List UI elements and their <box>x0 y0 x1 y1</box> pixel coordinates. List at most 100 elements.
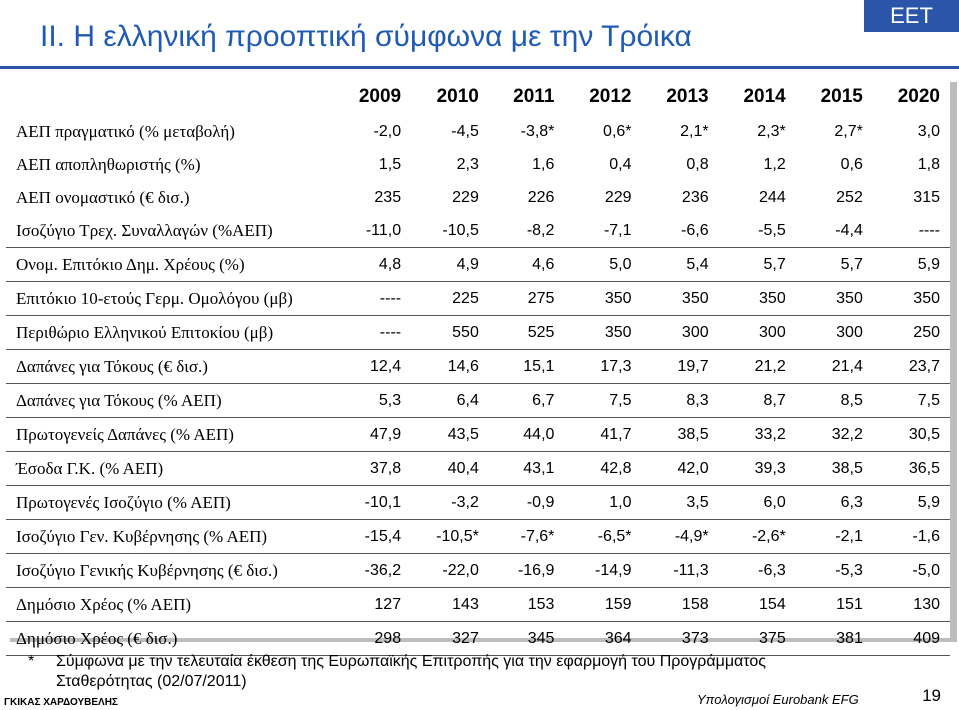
table-cell: 143 <box>411 587 489 622</box>
table-cell: -5,5 <box>718 214 796 248</box>
table-cell: -2,0 <box>373 122 402 140</box>
table-cell: 1,6 <box>532 155 555 173</box>
table-cell: 0,8 <box>686 155 709 173</box>
year-header: 2015 <box>820 85 863 107</box>
table-cell: -15,4 <box>334 519 412 554</box>
table-cell: 32,2 <box>795 417 873 452</box>
table-cell: 373 <box>641 621 719 656</box>
row-label: Δημόσιο Χρέος (€ δισ.) <box>6 621 334 656</box>
table-cell: 8,5 <box>795 383 873 418</box>
table-header-row: 2009 2010 2011 2012 2013 2014 2015 2020 <box>6 78 950 115</box>
table-cell: 525 <box>488 315 565 350</box>
table-row: ΑΕΠ πραγματικό (% μεταβολή) -2,0 -4,5 -3,8*… <box>6 115 950 148</box>
header-divider <box>0 66 959 69</box>
table-cell: 5,9 <box>872 485 950 520</box>
row-label: Δημόσιο Χρέος (% ΑΕΠ) <box>6 587 334 622</box>
table-cell: 350 <box>795 281 873 316</box>
table-cell: -8,2 <box>488 214 565 248</box>
table-cell: 350 <box>564 315 642 350</box>
row-label: Πρωτογενές Ισοζύγιο (% ΑΕΠ) <box>6 485 334 520</box>
table-row: Ισοζύγιο Τρεχ. Συναλλαγών (%ΑΕΠ) -11,0 -10… <box>6 214 950 248</box>
table-cell: 5,7 <box>795 247 873 282</box>
table-cell: 0,4 <box>609 155 632 173</box>
table-cell: 38,5 <box>641 417 719 452</box>
table-cell: 350 <box>564 281 642 316</box>
row-label: Περιθώριο Ελληνικού Επιτοκίου (μβ) <box>6 315 334 350</box>
table-cell: 5,9 <box>872 247 950 282</box>
table-cell: -10,5 <box>411 214 489 248</box>
table-cell: -16,9 <box>488 553 565 588</box>
table-cell: 44,0 <box>488 417 565 452</box>
table-cell: 6,0 <box>718 485 796 520</box>
table-cell: 127 <box>334 587 412 622</box>
table-cell: 154 <box>718 587 796 622</box>
table-cell: 5,7 <box>718 247 796 282</box>
table-cell: ---- <box>334 315 412 350</box>
table-cell: -4,9* <box>641 519 719 554</box>
table-cell: 315 <box>913 188 940 206</box>
row-label: Έσοδα Γ.Κ. (% ΑΕΠ) <box>6 451 334 486</box>
row-label: Ισοζύγιο Γεν. Κυβέρνησης (% ΑΕΠ) <box>6 519 334 554</box>
table-cell: 409 <box>872 621 950 656</box>
table-cell: 298 <box>334 621 412 656</box>
author-name: ΓΚΙΚΑΣ ΧΑΡΔΟΥΒΕΛΗΣ <box>4 697 118 708</box>
table-cell: -2,6* <box>718 519 796 554</box>
year-header: 2009 <box>358 85 402 107</box>
table-cell: -7,1 <box>564 214 642 248</box>
year-header: 2020 <box>897 85 940 107</box>
table-cell: 244 <box>759 188 786 206</box>
table-cell: -2,1 <box>795 519 873 554</box>
table-cell: -10,1 <box>334 485 412 520</box>
table-cell: 3,0 <box>917 122 940 140</box>
table-cell: 42,8 <box>564 451 642 486</box>
table-cell: 21,4 <box>795 349 873 384</box>
table-cell: 2,7* <box>834 122 863 140</box>
table-cell: 33,2 <box>718 417 796 452</box>
year-header: 2011 <box>513 85 555 107</box>
table-row: ΑΕΠ αποπληθωριστής (%) 1,5 2,3 1,6 0,4 0,8 1,2… <box>6 148 950 181</box>
table-cell: -7,6* <box>488 519 565 554</box>
table-cell: 381 <box>795 621 873 656</box>
footnote-text: Σύμφωνα με την τελευταία έκθεση της Ευρω… <box>56 653 767 690</box>
table-cell: 130 <box>872 587 950 622</box>
table-cell: 229 <box>452 188 479 206</box>
forecast-table-container: 2009 2010 2011 2012 2013 2014 2015 2020 … <box>6 78 950 656</box>
table-row: Δαπάνες για Τόκους (% ΑΕΠ) 5,3 6,4 6,7 7,5 8,… <box>6 383 950 418</box>
table-cell: -4,4 <box>795 214 873 248</box>
row-label: Ισοζύγιο Γενικής Κυβέρνησης (€ δισ.) <box>6 553 334 588</box>
table-cell: 8,3 <box>641 383 719 418</box>
table-cell: 345 <box>488 621 565 656</box>
page-number: 19 <box>922 686 941 705</box>
table-cell: 19,7 <box>641 349 719 384</box>
table-cell: 1,5 <box>378 155 402 173</box>
table-cell: -5,0 <box>872 553 950 588</box>
table-cell: 250 <box>872 315 950 350</box>
row-label: ΑΕΠ αποπληθωριστής (%) <box>16 154 201 174</box>
table-row: Έσοδα Γ.Κ. (% ΑΕΠ) 37,8 40,4 43,1 42,8 42,0 39… <box>6 451 950 486</box>
table-cell: ---- <box>334 281 412 316</box>
table-cell: 0,6* <box>603 122 632 140</box>
table-cell: 4,6 <box>488 247 565 282</box>
year-header: 2013 <box>666 85 709 107</box>
table-cell: -3,8* <box>520 122 555 140</box>
table-cell: 17,3 <box>564 349 642 384</box>
table-cell: 2,3* <box>757 122 786 140</box>
table-cell: 43,5 <box>411 417 489 452</box>
table-row: Δημόσιο Χρέος (€ δισ.) 298 327 345 364 373 375… <box>6 621 950 656</box>
footnote-marker: * <box>28 653 35 670</box>
table-cell: 2,1* <box>680 122 709 140</box>
table-cell: 14,6 <box>411 349 489 384</box>
table-row: Επιτόκιο 10-ετούς Γερμ. Ομολόγου (μβ) ---… <box>6 281 950 316</box>
table-cell: 37,8 <box>334 451 412 486</box>
table-cell: 15,1 <box>488 349 565 384</box>
table-cell: 226 <box>527 188 555 206</box>
table-cell: 3,5 <box>641 485 719 520</box>
table-row: Περιθώριο Ελληνικού Επιτοκίου (μβ) ---- 55… <box>6 315 950 350</box>
row-label: Επιτόκιο 10-ετούς Γερμ. Ομολόγου (μβ) <box>6 281 334 316</box>
corner-cell <box>6 78 334 115</box>
table-row: ΑΕΠ ονομαστικό (€ δισ.) 235 229 226 229 236 24… <box>6 181 950 214</box>
table-row: Ισοζύγιο Γεν. Κυβέρνησης (% ΑΕΠ) -15,4 -10… <box>6 519 950 554</box>
row-label: ΑΕΠ ονομαστικό (€ δισ.) <box>16 187 190 207</box>
table-cell: 6,4 <box>411 383 489 418</box>
table-row: Δημόσιο Χρέος (% ΑΕΠ) 127 143 153 159 158 154 1… <box>6 587 950 622</box>
